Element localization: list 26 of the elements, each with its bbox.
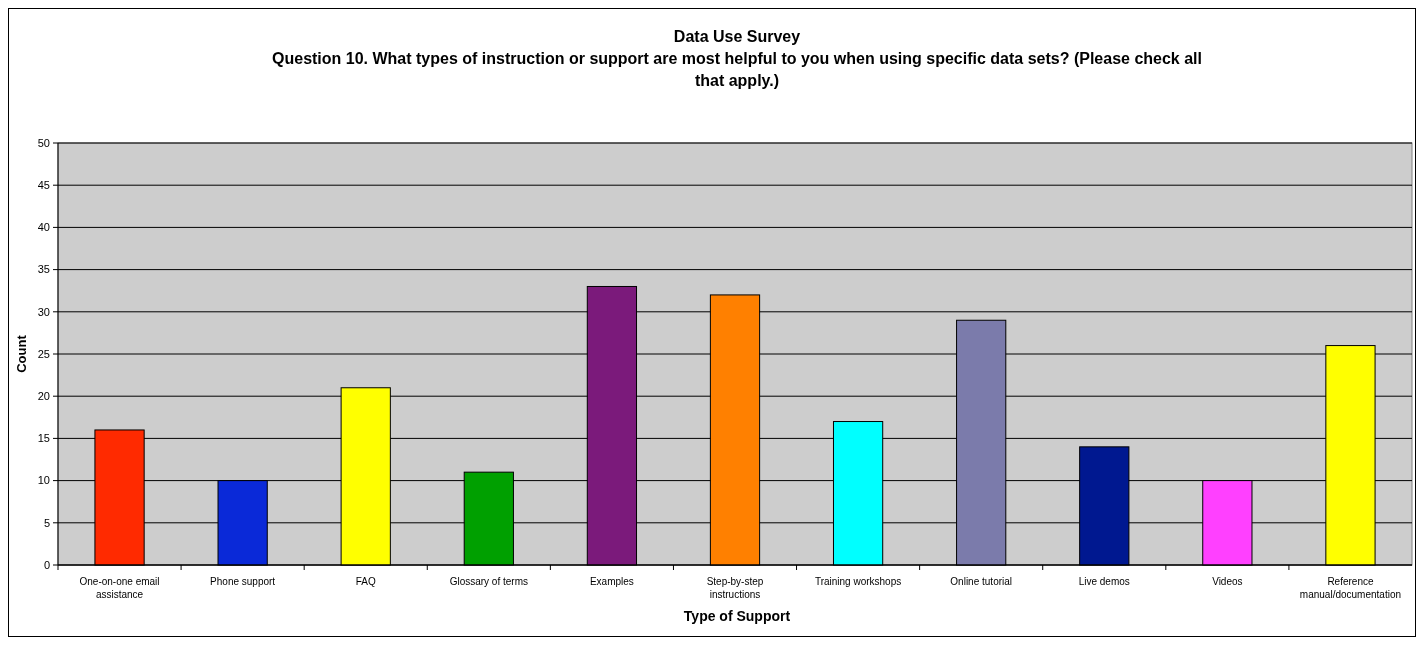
x-tick-label: Videos bbox=[1212, 576, 1243, 587]
chart-subtitle: Question 10. What types of instruction or support are most helpful to you when using specific data sets? (Please check all that apply.) bbox=[272, 50, 1202, 89]
y-tick-label: 5 bbox=[43, 516, 50, 529]
y-axis-title: Count bbox=[14, 334, 29, 373]
chart-title: Data Use Survey bbox=[673, 28, 801, 45]
y-tick-label: 0 bbox=[43, 558, 50, 571]
x-tick-label: Step-by-step instructions bbox=[706, 576, 764, 600]
x-tick-label: FAQ bbox=[355, 576, 376, 587]
y-tick-label: 15 bbox=[37, 432, 50, 445]
x-tick-label: Reference manual/documentation bbox=[1299, 576, 1402, 600]
y-tick-label: 30 bbox=[37, 305, 50, 318]
y-tick-label: 25 bbox=[37, 347, 50, 360]
y-tick-label: 10 bbox=[37, 474, 50, 487]
x-tick-label: Glossary of terms bbox=[449, 576, 528, 587]
y-tick-label: 40 bbox=[37, 221, 50, 234]
y-tick-label: 20 bbox=[37, 390, 50, 403]
x-axis-title: Type of Support bbox=[683, 608, 791, 624]
y-tick-label: 45 bbox=[37, 179, 50, 192]
x-tick-label: Online tutorial bbox=[950, 576, 1013, 587]
x-tick-label: Examples bbox=[589, 576, 634, 587]
x-tick-label: One-on-one email assistance bbox=[79, 576, 160, 600]
x-tick-label: Training workshops bbox=[814, 576, 902, 587]
x-tick-label: Phone support bbox=[210, 576, 276, 587]
y-tick-label: 35 bbox=[37, 263, 50, 276]
y-tick-label: 50 bbox=[37, 136, 50, 149]
x-tick-label: Live demos bbox=[1078, 576, 1130, 587]
